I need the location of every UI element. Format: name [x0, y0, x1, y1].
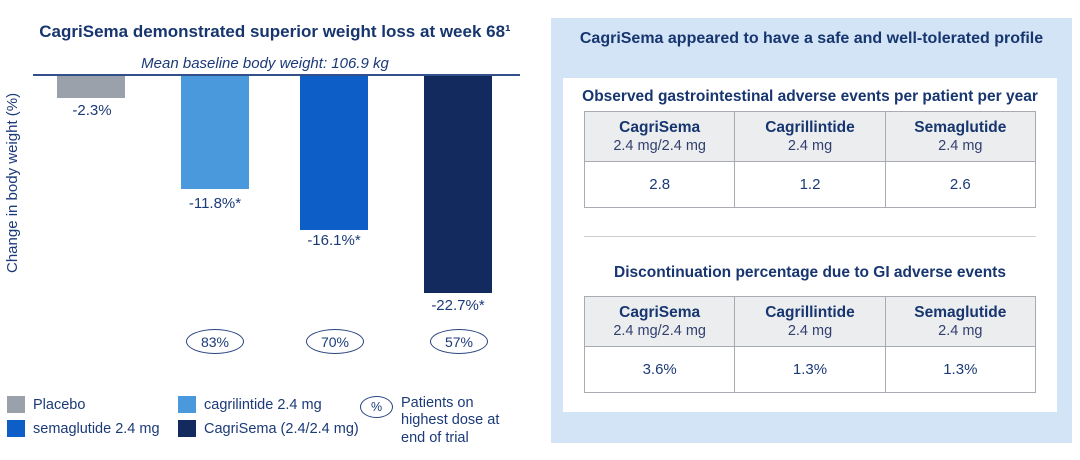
discontinuation-table: CagriSema 2.4 mg/2.4 mg Cagrillintide 2.…: [583, 296, 1037, 393]
cagrisema-swatch-icon: [178, 420, 196, 437]
value-cell: 1.3%: [884, 346, 1037, 393]
drug-name: CagriSema: [619, 118, 701, 136]
drug-name: Cagrillintide: [765, 303, 855, 321]
legend-label: CagriSema (2.4/2.4 mg): [204, 420, 359, 437]
value-cell: 2.8: [583, 161, 736, 208]
value-cell: 1.3%: [734, 346, 886, 393]
legend-label: Placebo: [33, 396, 86, 413]
table-value-row: 3.6% 1.3% 1.3%: [583, 346, 1037, 393]
legend-label: cagrilintide 2.4 mg: [204, 396, 322, 413]
drug-name: Semaglutide: [914, 118, 1007, 136]
legend-item-cagrilintide: cagrilintide 2.4 mg: [178, 396, 322, 413]
chart-baseline: [33, 74, 520, 76]
highest-dose-legend-label: Patients on highest dose at end of trial: [401, 395, 500, 446]
drug-dose: 2.4 mg/2.4 mg: [613, 137, 706, 154]
chart-title: CagriSema demonstrated superior weight l…: [39, 22, 511, 41]
percent-oval-icon: %: [360, 396, 393, 418]
table-header-row: CagriSema 2.4 mg/2.4 mg Cagrillintide 2.…: [583, 111, 1037, 162]
table-header-row: CagriSema 2.4 mg/2.4 mg Cagrillintide 2.…: [583, 296, 1037, 347]
y-axis-label: Change in body weight (%): [4, 92, 21, 274]
gi-events-table: CagriSema 2.4 mg/2.4 mg Cagrillintide 2.…: [583, 111, 1037, 208]
gi-events-heading: Observed gastrointestinal adverse events…: [582, 88, 1038, 105]
drug-dose: 2.4 mg: [938, 137, 983, 154]
legend-item-cagrisema: CagriSema (2.4/2.4 mg): [178, 420, 359, 437]
chart-subtitle: Mean baseline body weight: 106.9 kg: [141, 55, 389, 72]
placebo-swatch-icon: [7, 396, 25, 413]
bar-value-semaglutide: -16.1%*: [307, 232, 361, 249]
bar-value-cagrilintide: -11.8%*: [188, 195, 242, 212]
header-cell-cagrillintide: Cagrillintide 2.4 mg: [734, 296, 886, 347]
value-cell: 1.2: [734, 161, 886, 208]
safety-card: Observed gastrointestinal adverse events…: [563, 78, 1057, 412]
weight-loss-chart: CagriSema demonstrated superior weight l…: [4, 22, 520, 447]
highest-dose-oval-cagrisema: 57%: [430, 329, 488, 354]
bar-cagrilintide: [181, 76, 249, 189]
legend-label: semaglutide 2.4 mg: [33, 420, 160, 437]
safety-panel-title: CagriSema appeared to have a safe and we…: [579, 30, 1044, 47]
legend-item-placebo: Placebo: [7, 396, 85, 413]
legend-item-highest-dose: % Patients on highest dose at end of tri…: [360, 395, 513, 447]
legend-item-semaglutide: semaglutide 2.4 mg: [7, 420, 160, 437]
cagrilintide-swatch-icon: [178, 396, 196, 413]
header-cell-semaglutide: Semaglutide 2.4 mg: [884, 111, 1037, 162]
drug-name: CagriSema: [619, 303, 701, 321]
value-cell: 3.6%: [583, 346, 736, 393]
drug-dose: 2.4 mg: [938, 322, 983, 339]
bar-value-cagrisema: -22.7%*: [431, 297, 485, 314]
bar-semaglutide: [300, 76, 368, 230]
header-cell-cagrisema: CagriSema 2.4 mg/2.4 mg: [583, 111, 736, 162]
header-cell-cagrisema: CagriSema 2.4 mg/2.4 mg: [583, 296, 736, 347]
drug-dose: 2.4 mg: [787, 137, 833, 154]
value-cell: 2.6: [884, 161, 1037, 208]
drug-dose: 2.4 mg: [787, 322, 833, 339]
safety-panel: CagriSema appeared to have a safe and we…: [551, 18, 1072, 443]
table-value-row: 2.8 1.2 2.6: [583, 161, 1037, 208]
discontinuation-heading: Discontinuation percentage due to GI adv…: [614, 264, 1006, 281]
section-divider: [584, 236, 1036, 237]
highest-dose-oval-semaglutide: 70%: [306, 329, 364, 354]
bar-cagrisema: [424, 76, 492, 293]
semaglutide-swatch-icon: [7, 420, 25, 437]
bar-placebo: [57, 76, 125, 98]
drug-name: Semaglutide: [914, 303, 1007, 321]
drug-name: Cagrillintide: [765, 118, 855, 136]
bar-value-placebo: -2.3%: [72, 102, 112, 119]
drug-dose: 2.4 mg/2.4 mg: [613, 322, 706, 339]
header-cell-cagrillintide: Cagrillintide 2.4 mg: [734, 111, 886, 162]
highest-dose-oval-cagrilintide: 83%: [186, 329, 244, 354]
header-cell-semaglutide: Semaglutide 2.4 mg: [884, 296, 1037, 347]
